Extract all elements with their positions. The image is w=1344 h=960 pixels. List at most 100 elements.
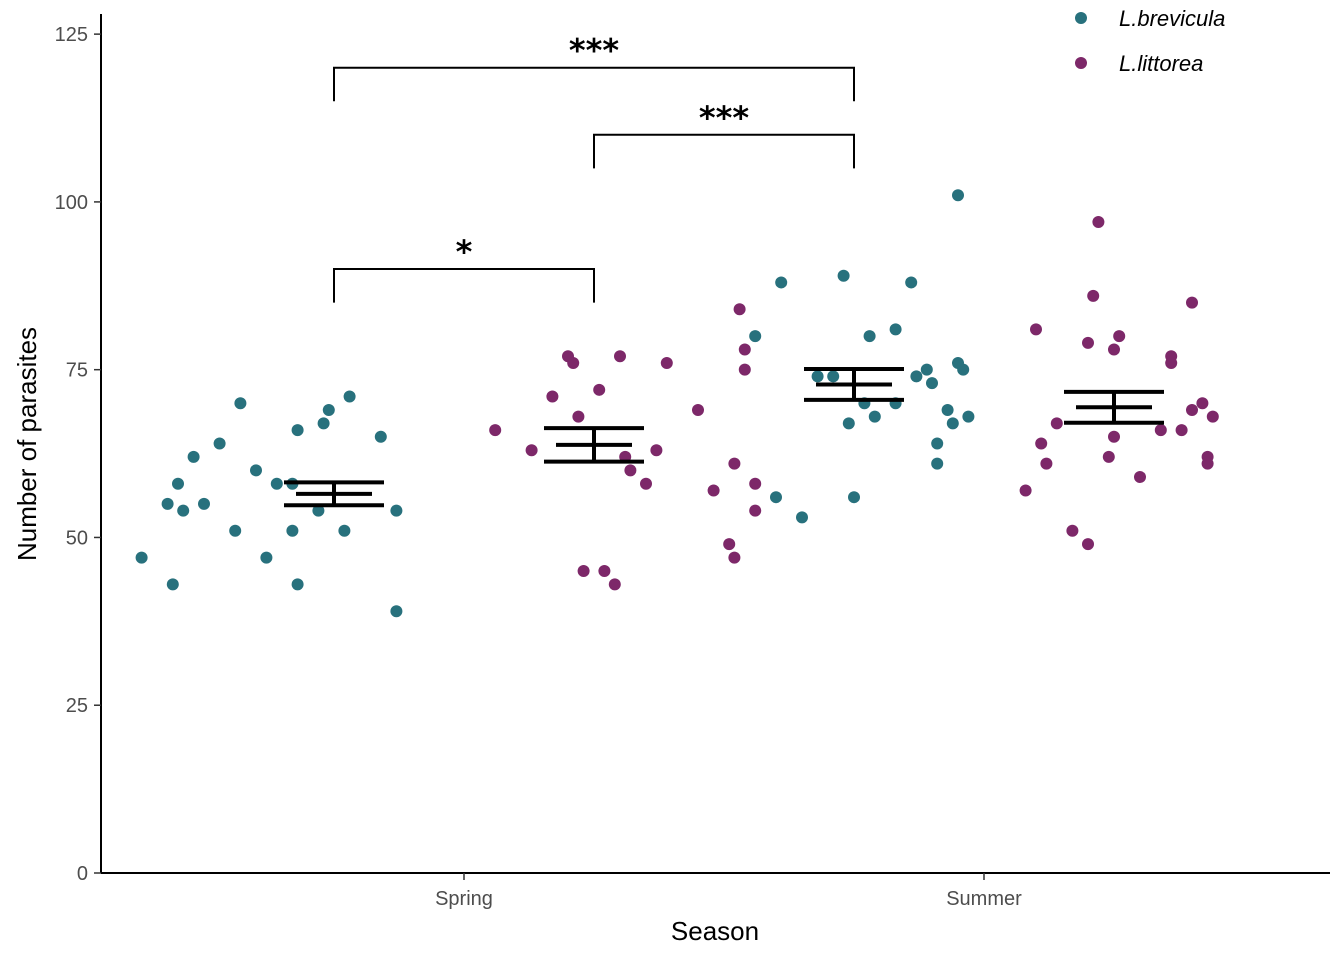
data-point: [577, 565, 590, 578]
data-point: [1040, 457, 1053, 470]
x-tick-label: Spring: [435, 888, 493, 910]
legend: L.brevicula L.littorea: [1075, 6, 1225, 76]
data-point: [489, 424, 502, 437]
data-point: [640, 477, 652, 490]
data-point: [546, 390, 559, 403]
data-point: [692, 403, 704, 416]
y-tick-label: 125: [55, 24, 88, 46]
bracket-line: [333, 66, 855, 102]
data-point: [374, 430, 387, 443]
legend-swatch: [1075, 57, 1087, 69]
data-point: [1019, 484, 1032, 497]
significance-bracket: ***: [593, 99, 855, 169]
data-point: [270, 477, 283, 490]
bracket-line: [333, 268, 595, 303]
data-point: [1201, 457, 1214, 470]
data-point: [1154, 424, 1167, 437]
significance-layer: *******: [333, 32, 855, 303]
data-point: [312, 504, 325, 517]
significance-label: ***: [699, 99, 749, 137]
data-point: [962, 410, 975, 423]
data-point: [952, 189, 964, 202]
data-point: [234, 397, 247, 410]
legend-label: L.littorea: [1119, 51, 1203, 76]
x-tick-label: Summer: [946, 888, 1022, 910]
data-point: [291, 424, 304, 437]
data-point: [291, 578, 304, 591]
data-point: [1108, 343, 1120, 356]
data-point: [1113, 330, 1126, 343]
data-point: [738, 363, 751, 376]
y-tick-label: 50: [66, 527, 88, 549]
data-point: [1035, 437, 1048, 450]
legend-label: L.brevicula: [1119, 6, 1225, 31]
data-point: [842, 417, 855, 430]
y-tick-label: 100: [55, 192, 88, 214]
mean-se-errorbar: [544, 426, 644, 464]
data-point: [660, 356, 673, 369]
data-point: [738, 343, 751, 356]
data-point: [920, 363, 933, 376]
data-point: [598, 565, 611, 578]
data-point: [848, 491, 860, 504]
data-point: [733, 303, 746, 316]
data-point: [931, 437, 944, 450]
data-point: [229, 524, 242, 537]
data-point: [770, 491, 782, 504]
data-point: [166, 578, 179, 591]
x-ticks: Spring Summer: [435, 873, 1022, 910]
mean-se-errorbar: [1064, 389, 1164, 425]
data-point: [957, 363, 970, 376]
data-point: [796, 511, 808, 524]
significance-label: *: [456, 233, 473, 271]
data-point: [161, 497, 174, 510]
data-point: [1066, 524, 1079, 537]
data-point: [811, 370, 824, 383]
data-point: [608, 578, 621, 591]
data-point: [728, 551, 741, 564]
data-point: [946, 417, 959, 430]
data-point: [390, 504, 403, 517]
points-layer: [135, 189, 1219, 618]
data-point: [317, 417, 330, 430]
data-point: [187, 450, 200, 463]
data-point: [1108, 430, 1120, 443]
data-point: [650, 444, 663, 457]
data-point: [572, 410, 585, 423]
data-point: [322, 403, 335, 416]
data-point: [931, 457, 944, 470]
data-point: [286, 524, 299, 537]
data-point: [624, 464, 637, 477]
y-tick-label: 75: [66, 360, 88, 382]
data-point: [775, 276, 788, 289]
data-point: [941, 403, 954, 416]
data-point: [926, 377, 938, 390]
data-point: [1206, 410, 1219, 423]
data-point: [1082, 336, 1094, 349]
data-point: [1186, 296, 1198, 309]
data-point: [177, 504, 190, 517]
y-ticks: 0 25 50 75 100 125: [55, 24, 101, 885]
data-point: [723, 538, 736, 551]
mean-se-errorbar: [804, 367, 904, 402]
data-point: [827, 370, 840, 383]
data-point: [707, 484, 720, 497]
data-point: [172, 477, 184, 490]
data-point: [1050, 417, 1063, 430]
summary-layer: [284, 367, 1164, 508]
data-point: [1102, 450, 1115, 463]
data-point: [525, 444, 538, 457]
data-point: [868, 410, 881, 423]
data-point: [1082, 538, 1094, 551]
x-axis-title: Season: [671, 916, 759, 946]
data-point: [250, 464, 262, 477]
data-point: [338, 524, 351, 537]
data-point: [343, 390, 356, 403]
data-point: [135, 551, 148, 564]
data-point: [390, 605, 403, 618]
data-point: [910, 370, 923, 383]
data-point: [1092, 216, 1105, 229]
data-point: [728, 457, 741, 470]
data-point: [863, 330, 876, 343]
